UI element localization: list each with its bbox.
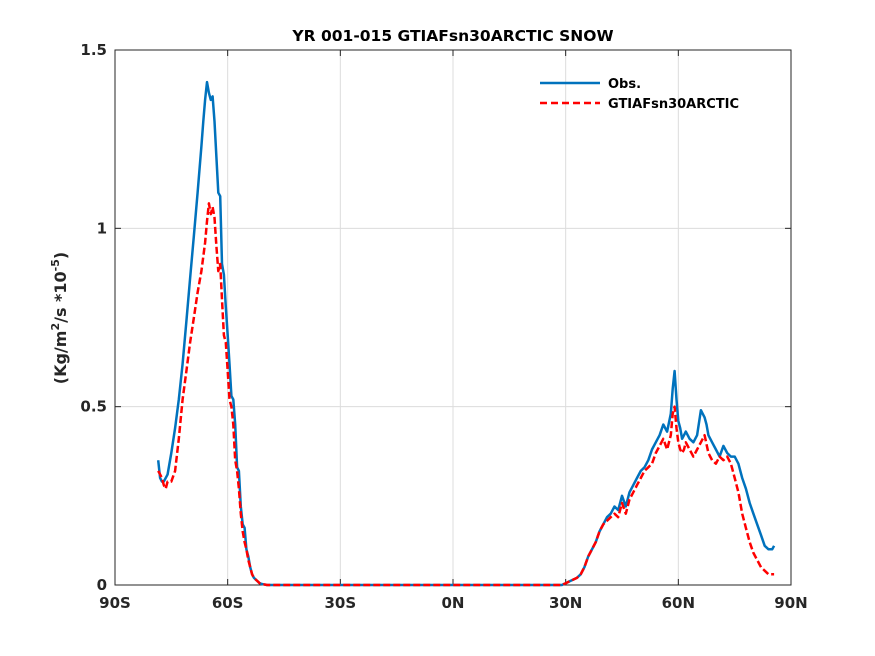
y-tick-label: 1 (97, 219, 107, 237)
series-line-obs (156, 80, 776, 587)
chart-title: YR 001-015 GTIAFsn30ARCTIC SNOW (291, 27, 613, 45)
x-tick-label: 30N (549, 594, 582, 612)
y-tick-label: 1.5 (80, 41, 107, 59)
y-axis: 0 0.5 1 1.5 (80, 41, 791, 594)
series-line-model (157, 202, 775, 587)
y-tick-label: 0.5 (80, 398, 107, 416)
y-axis-title: (Kg/m2/s *10-5) (49, 252, 70, 384)
x-tick-label: 0N (442, 594, 465, 612)
grid-layer (115, 50, 791, 585)
legend: Obs. GTIAFsn30ARCTIC (540, 77, 739, 112)
legend-label-model: GTIAFsn30ARCTIC (608, 97, 739, 112)
x-axis: 90S 60S 30S 0N 30N 60N 90N (99, 50, 808, 612)
y-tick-label: 0 (97, 576, 107, 594)
x-tick-label: 30S (324, 594, 356, 612)
x-tick-label: 90N (774, 594, 807, 612)
x-tick-label: 60S (212, 594, 244, 612)
x-tick-label: 90S (99, 594, 131, 612)
series-layer (156, 80, 776, 587)
x-tick-label: 60N (662, 594, 695, 612)
legend-label-obs: Obs. (608, 77, 641, 92)
